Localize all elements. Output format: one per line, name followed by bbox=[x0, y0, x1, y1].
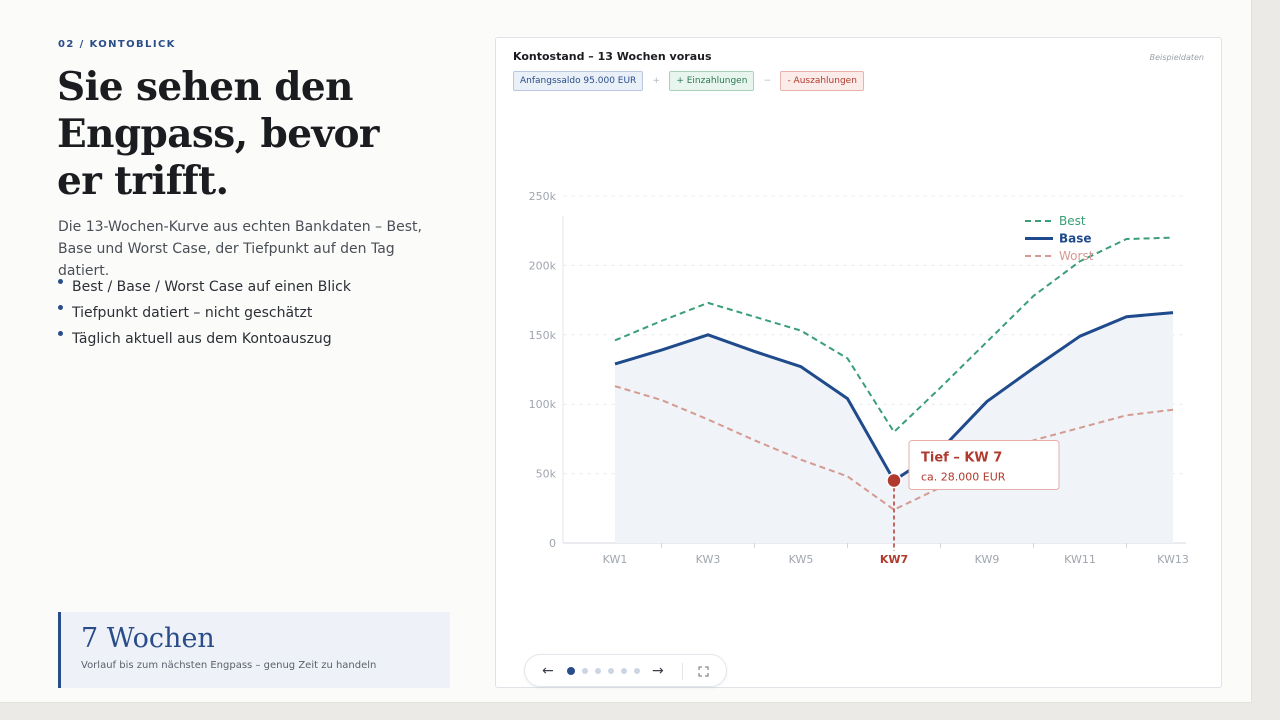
series-line-worst bbox=[614, 385, 1174, 511]
x-tick-label: KW11 bbox=[1064, 553, 1096, 566]
nav-divider bbox=[682, 663, 683, 680]
kpi-callout: 7 Wochen Vorlauf bis zum nächsten Engpas… bbox=[58, 612, 450, 688]
headline-line-1: Sie sehen den bbox=[57, 64, 353, 110]
slide: 02 / KONTOBLICK Sie sehen den Engpass, b… bbox=[0, 0, 1252, 703]
slide-dot[interactable] bbox=[595, 668, 601, 674]
legend-label: Base bbox=[1059, 232, 1092, 246]
outflows-chip: - Auszahlungen bbox=[780, 71, 864, 91]
slide-dot[interactable] bbox=[634, 668, 640, 674]
plus-operator: + bbox=[652, 76, 661, 86]
inflows-chip: + Einzahlungen bbox=[669, 71, 755, 91]
fullscreen-icon[interactable] bbox=[698, 666, 709, 677]
y-tick-label: 100k bbox=[529, 398, 557, 411]
base-area bbox=[615, 312, 1173, 543]
intro-text: Die 13-Wochen-Kurve aus echten Bankdaten… bbox=[58, 219, 422, 279]
x-tick-label: KW1 bbox=[603, 553, 628, 566]
legend-label: Best bbox=[1059, 214, 1086, 228]
headline-line-3: er trifft. bbox=[57, 158, 229, 204]
kpi-caption: Vorlauf bis zum nächsten Engpass – genug… bbox=[81, 660, 377, 671]
kpi-value: 7 Wochen bbox=[81, 623, 215, 654]
chart-title: Kontostand – 13 Wochen voraus bbox=[513, 50, 712, 63]
x-tick-label: KW5 bbox=[789, 553, 814, 566]
feature-list: Best / Base / Worst Case auf einen Blick… bbox=[58, 274, 351, 352]
slide-dot[interactable] bbox=[567, 667, 575, 675]
y-tick-label: 150k bbox=[529, 329, 557, 342]
legend-label: Worst bbox=[1059, 249, 1094, 263]
callout-value: ca. 28.000 EUR bbox=[921, 471, 1006, 484]
slide-dot[interactable] bbox=[621, 668, 627, 674]
section-eyebrow: 02 / KONTOBLICK bbox=[58, 39, 176, 50]
low-point-marker bbox=[886, 472, 902, 489]
chart-card: Kontostand – 13 Wochen voraus Beispielda… bbox=[495, 37, 1222, 688]
feature-item: Best / Base / Worst Case auf einen Blick bbox=[58, 274, 351, 300]
low-point-callout bbox=[908, 440, 1060, 491]
feature-item: Täglich aktuell aus dem Kontoauszug bbox=[58, 326, 351, 352]
formula-chips: Anfangssaldo 95.000 EUR + + Einzahlungen… bbox=[513, 71, 864, 91]
series-line-best bbox=[614, 236, 1174, 433]
callout-title: Tief – KW 7 bbox=[921, 451, 1002, 466]
feature-item: Tiefpunkt datiert – nicht geschätzt bbox=[58, 300, 351, 326]
headline: Sie sehen den Engpass, bevor er trifft. bbox=[57, 64, 437, 205]
slide-navigation: ← → bbox=[524, 654, 727, 687]
y-tick-label: 50k bbox=[536, 468, 557, 481]
opening-balance-chip: Anfangssaldo 95.000 EUR bbox=[513, 71, 644, 91]
next-arrow-button[interactable]: → bbox=[652, 663, 664, 679]
y-tick-label: 250k bbox=[529, 190, 557, 203]
slide-dot[interactable] bbox=[608, 668, 614, 674]
x-tick-label: KW13 bbox=[1157, 553, 1189, 566]
x-tick-label: KW7 bbox=[880, 553, 908, 566]
sample-data-note: Beispieldaten bbox=[1149, 53, 1204, 62]
x-tick-label: KW3 bbox=[696, 553, 721, 566]
y-tick-label: 200k bbox=[529, 259, 557, 272]
prev-arrow-button[interactable]: ← bbox=[542, 663, 554, 679]
headline-line-2: Engpass, bevor bbox=[57, 111, 379, 157]
y-tick-label: 0 bbox=[549, 537, 556, 550]
cashflow-line-chart: 0 50k 100k 150k 200k 250k KW1 KW3 KW5 KW7 KW9 KW11 K… bbox=[529, 190, 1189, 566]
x-tick-label: KW9 bbox=[975, 553, 1000, 566]
minus-operator: − bbox=[763, 76, 772, 86]
slide-dot[interactable] bbox=[582, 668, 588, 674]
